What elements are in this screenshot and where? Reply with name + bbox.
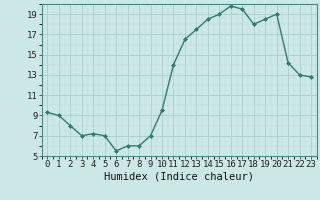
- X-axis label: Humidex (Indice chaleur): Humidex (Indice chaleur): [104, 172, 254, 182]
